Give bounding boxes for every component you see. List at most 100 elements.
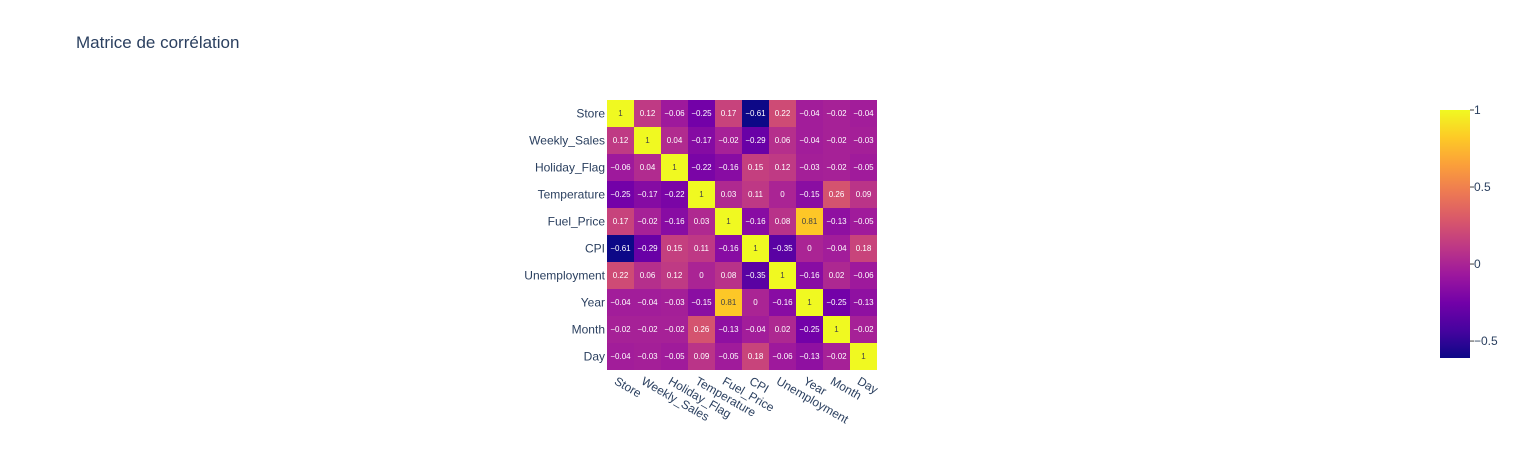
cell-value-label: −0.03 — [853, 136, 874, 145]
cell-value-label: 1 — [726, 217, 731, 226]
colorbar-gradient — [1440, 110, 1470, 358]
heatmap-cell — [715, 181, 742, 208]
colorbar-tick-label: 0.5 — [1474, 180, 1491, 194]
heatmap-cell — [796, 343, 823, 370]
cell-value-label: 1 — [834, 325, 839, 334]
cell-value-label: 0.09 — [694, 352, 710, 361]
cell-value-label: −0.02 — [637, 217, 658, 226]
cell-value-label: 0.17 — [613, 217, 629, 226]
cell-value-label: 0.08 — [721, 271, 737, 280]
y-tick-label: Day — [584, 350, 605, 364]
y-axis-ticks: Store Weekly_Sales Holiday_Flag Temperature… — [524, 107, 605, 364]
cell-value-label: −0.25 — [691, 109, 712, 118]
cell-value-label: −0.06 — [610, 163, 631, 172]
cell-value-label: 0.17 — [721, 109, 737, 118]
cell-value-label: −0.17 — [637, 190, 658, 199]
cell-value-label: 0.22 — [775, 109, 791, 118]
heatmap-cell — [742, 208, 769, 235]
cell-value-label: −0.02 — [853, 325, 874, 334]
heatmap-cell — [688, 127, 715, 154]
heatmap-cell — [823, 181, 850, 208]
cell-value-label: 0.15 — [748, 163, 764, 172]
cell-value-label: 0 — [753, 298, 758, 307]
y-tick-label: Holiday_Flag — [535, 161, 605, 175]
heatmap-cell — [769, 343, 796, 370]
heatmap-cell — [742, 100, 769, 127]
heatmap-cell — [715, 262, 742, 289]
cell-value-label: −0.15 — [799, 190, 820, 199]
cell-value-label: −0.04 — [637, 298, 658, 307]
heatmap-cell — [742, 316, 769, 343]
heatmap-cell — [796, 316, 823, 343]
heatmap-cell — [796, 289, 823, 316]
cell-value-label: −0.02 — [826, 109, 847, 118]
heatmap-cell — [607, 316, 634, 343]
cell-value-label: 0.81 — [802, 217, 818, 226]
heatmap-cell — [823, 316, 850, 343]
cell-value-label: −0.13 — [718, 325, 739, 334]
heatmap-cell — [742, 343, 769, 370]
heatmap-cell — [850, 100, 877, 127]
cell-value-label: 0.03 — [694, 217, 710, 226]
heatmap-cell — [634, 100, 661, 127]
cell-value-label: 0.18 — [856, 244, 872, 253]
heatmap-cell — [715, 235, 742, 262]
cell-value-label: 0.12 — [775, 163, 791, 172]
heatmap-cell — [607, 154, 634, 181]
cell-value-label: −0.29 — [745, 136, 766, 145]
cell-value-label: 1 — [672, 163, 677, 172]
heatmap-cell — [688, 289, 715, 316]
cell-value-label: 1 — [780, 271, 785, 280]
cell-value-label: 0.11 — [694, 244, 710, 253]
cell-value-label: 1 — [618, 109, 623, 118]
cell-value-label: −0.06 — [664, 109, 685, 118]
heatmap-cell — [769, 235, 796, 262]
heatmap-cell — [607, 262, 634, 289]
heatmap-cell — [661, 235, 688, 262]
heatmap-cell — [769, 100, 796, 127]
cell-value-label: 0.12 — [640, 109, 656, 118]
heatmap-cell — [742, 289, 769, 316]
colorbar-tick-label: 1 — [1474, 103, 1481, 117]
heatmap-cell — [850, 208, 877, 235]
heatmap-cell — [850, 235, 877, 262]
cell-value-label: −0.17 — [691, 136, 712, 145]
cell-value-label: 1 — [699, 190, 704, 199]
heatmap-cell — [688, 100, 715, 127]
heatmap-cell — [742, 262, 769, 289]
heatmap-cell — [634, 208, 661, 235]
cell-value-label: 0.12 — [613, 136, 629, 145]
heatmap-cell — [607, 343, 634, 370]
cell-value-label: 0.26 — [694, 325, 710, 334]
cell-value-label: −0.06 — [853, 271, 874, 280]
heatmap-cell — [850, 154, 877, 181]
heatmap-cell — [850, 289, 877, 316]
heatmap-cell — [634, 262, 661, 289]
heatmap-cell — [769, 262, 796, 289]
heatmap-cell — [850, 316, 877, 343]
cell-value-label: −0.61 — [610, 244, 631, 253]
heatmap-cell — [796, 208, 823, 235]
heatmap-cell — [715, 100, 742, 127]
cell-value-label: −0.03 — [799, 163, 820, 172]
y-tick-label: Weekly_Sales — [529, 134, 605, 148]
heatmap-cell — [850, 343, 877, 370]
cell-value-label: 0.12 — [667, 271, 683, 280]
cell-value-label: −0.16 — [718, 244, 739, 253]
cell-value-label: 0.03 — [721, 190, 737, 199]
heatmap-cell — [634, 343, 661, 370]
cell-value-label: 0.81 — [721, 298, 737, 307]
cell-value-label: −0.04 — [826, 244, 847, 253]
heatmap-cell — [742, 235, 769, 262]
cell-value-label: −0.61 — [745, 109, 766, 118]
cell-value-label: −0.29 — [637, 244, 658, 253]
cell-value-label: −0.25 — [799, 325, 820, 334]
cell-value-label: −0.13 — [853, 298, 874, 307]
cell-value-label: 1 — [645, 136, 650, 145]
heatmap-cell — [850, 127, 877, 154]
cell-value-label: −0.35 — [772, 244, 793, 253]
heatmap-cell-labels: 1 0.12 −0.06 −0.25 0.17 −0.61 0.22 −0.04 −0.02 −0… — [610, 109, 874, 361]
heatmap-cell — [634, 181, 661, 208]
heatmap-cell — [688, 262, 715, 289]
heatmap-cell — [823, 235, 850, 262]
